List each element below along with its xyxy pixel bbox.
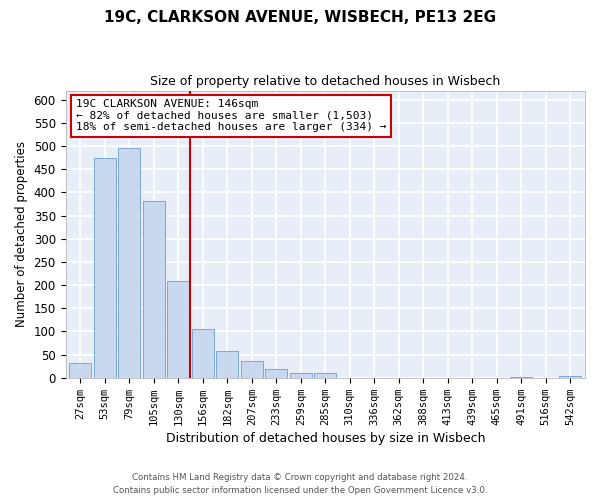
Y-axis label: Number of detached properties: Number of detached properties — [15, 141, 28, 327]
Bar — [94, 158, 116, 378]
Bar — [241, 361, 263, 378]
Text: Contains HM Land Registry data © Crown copyright and database right 2024.
Contai: Contains HM Land Registry data © Crown c… — [113, 474, 487, 495]
Text: 19C CLARKSON AVENUE: 146sqm
← 82% of detached houses are smaller (1,503)
18% of : 19C CLARKSON AVENUE: 146sqm ← 82% of det… — [76, 99, 386, 132]
Bar — [290, 373, 312, 378]
Bar — [265, 368, 287, 378]
Bar — [510, 377, 532, 378]
Title: Size of property relative to detached houses in Wisbech: Size of property relative to detached ho… — [150, 75, 500, 88]
X-axis label: Distribution of detached houses by size in Wisbech: Distribution of detached houses by size … — [166, 432, 485, 445]
Bar — [192, 329, 214, 378]
Bar — [69, 363, 91, 378]
Bar — [314, 372, 336, 378]
Bar — [118, 148, 140, 378]
Bar — [143, 201, 165, 378]
Bar — [559, 376, 581, 378]
Text: 19C, CLARKSON AVENUE, WISBECH, PE13 2EG: 19C, CLARKSON AVENUE, WISBECH, PE13 2EG — [104, 10, 496, 25]
Bar — [216, 352, 238, 378]
Bar — [167, 280, 189, 378]
